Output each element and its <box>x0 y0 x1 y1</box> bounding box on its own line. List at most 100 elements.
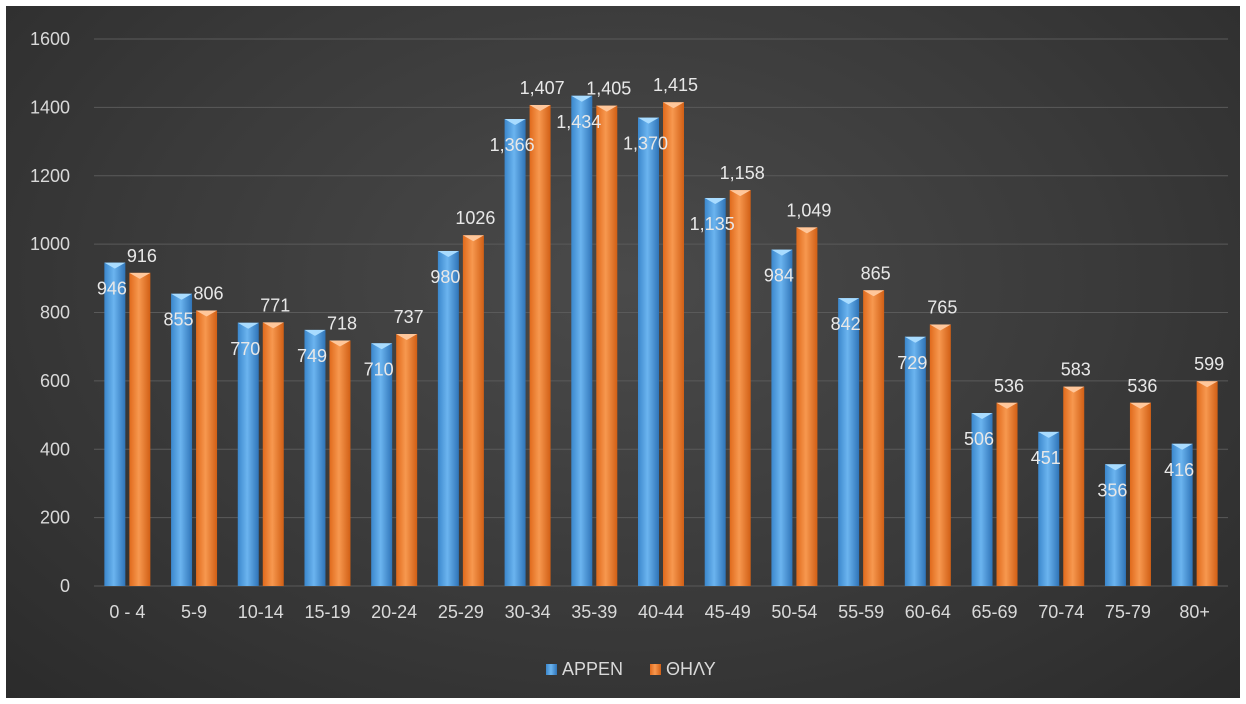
legend-label: ΘΗΛΥ <box>666 659 716 679</box>
bar-male <box>1038 431 1060 586</box>
x-tick-label: 80+ <box>1179 602 1210 622</box>
chart-area: 0 200 400 600 800 1000 1200 1400 1600 946 916 855 8… <box>6 6 1240 698</box>
x-tick-label: 35-39 <box>571 602 617 622</box>
x-tick-label: 10-14 <box>238 602 284 622</box>
data-label: 506 <box>964 429 994 449</box>
bar-female <box>329 340 351 586</box>
data-label: 1,407 <box>520 78 565 98</box>
bar-female <box>1196 381 1218 586</box>
data-label: 1,049 <box>786 200 831 220</box>
data-label: 1,158 <box>720 163 765 183</box>
bar-female <box>596 105 618 587</box>
bar-female <box>396 334 418 586</box>
x-tick-label: 30-34 <box>505 602 551 622</box>
y-tick-label: 600 <box>40 371 70 391</box>
data-label: 729 <box>897 353 927 373</box>
data-label: 855 <box>164 310 194 330</box>
bar-male <box>171 293 193 586</box>
x-tick-label: 70-74 <box>1038 602 1084 622</box>
bar-male <box>504 118 526 586</box>
data-label: 1,366 <box>490 135 535 155</box>
data-label: 451 <box>1031 448 1061 468</box>
y-tick-label: 1200 <box>30 166 70 186</box>
y-tick-label: 1400 <box>30 97 70 117</box>
y-tick-label: 200 <box>40 508 70 528</box>
data-label: 536 <box>994 376 1024 396</box>
bar-male <box>971 413 993 586</box>
x-tick-label: 45-49 <box>705 602 751 622</box>
bar-male <box>904 336 926 586</box>
data-label: 718 <box>327 314 357 334</box>
bar-female <box>529 104 551 586</box>
bar-female <box>129 272 151 586</box>
data-label: 865 <box>861 263 891 283</box>
bar-female <box>996 402 1018 586</box>
data-label: 916 <box>127 246 157 266</box>
bar-male <box>771 249 793 586</box>
data-label: 599 <box>1194 354 1224 374</box>
data-label: 770 <box>230 339 260 359</box>
x-axis: 0 - 4 5-9 10-14 15-19 20-24 25-29 30-34 35-39 40… <box>109 602 1210 622</box>
bar-female <box>663 102 684 586</box>
x-tick-label: 50-54 <box>771 602 817 622</box>
bar-male <box>571 95 593 586</box>
bar-male <box>437 250 459 586</box>
bar-male <box>304 329 326 586</box>
bars <box>104 95 1218 587</box>
data-label: 583 <box>1061 360 1091 380</box>
bar-male <box>704 197 726 587</box>
data-label: 1,405 <box>586 79 631 99</box>
legend-swatch <box>650 664 661 675</box>
bar-female <box>729 190 751 586</box>
y-tick-label: 800 <box>40 303 70 323</box>
x-tick-label: 0 - 4 <box>109 602 145 622</box>
data-label: 946 <box>97 279 127 299</box>
bar-female <box>196 310 218 586</box>
bar-male <box>838 298 860 586</box>
y-tick-label: 0 <box>60 576 70 596</box>
data-label: 771 <box>260 295 290 315</box>
data-label: 749 <box>297 346 327 366</box>
data-label: 1026 <box>455 208 495 228</box>
y-tick-label: 1000 <box>30 234 70 254</box>
x-tick-label: 60-64 <box>905 602 951 622</box>
data-label: 842 <box>831 314 861 334</box>
bar-female <box>929 324 951 586</box>
data-label: 984 <box>764 266 794 286</box>
bar-female <box>462 235 484 586</box>
legend-item: ΑΡΡΕΝ <box>546 659 623 679</box>
bar-male <box>1104 464 1126 586</box>
data-label: 1,370 <box>623 134 668 154</box>
bar-female <box>1063 386 1085 586</box>
y-tick-label: 1600 <box>30 29 70 49</box>
x-tick-label: 5-9 <box>181 602 207 622</box>
x-tick-label: 15-19 <box>304 602 350 622</box>
legend: ΑΡΡΕΝ ΘΗΛΥ <box>546 659 716 679</box>
x-tick-label: 75-79 <box>1105 602 1151 622</box>
bar-male <box>237 322 259 586</box>
bar-male <box>1171 443 1193 586</box>
bar-female <box>1129 402 1151 586</box>
data-label: 710 <box>364 359 394 379</box>
y-axis: 0 200 400 600 800 1000 1200 1400 1600 <box>30 29 70 596</box>
x-tick-label: 25-29 <box>438 602 484 622</box>
y-tick-label: 400 <box>40 439 70 459</box>
data-label: 1,135 <box>690 214 735 234</box>
legend-item: ΘΗΛΥ <box>650 659 716 679</box>
bar-male <box>104 262 126 586</box>
data-label: 356 <box>1097 480 1127 500</box>
bar-male <box>638 117 659 586</box>
x-tick-label: 40-44 <box>638 602 684 622</box>
x-tick-label: 65-69 <box>972 602 1018 622</box>
bar-female <box>863 290 885 586</box>
legend-swatch <box>546 664 557 675</box>
data-label: 536 <box>1127 376 1157 396</box>
data-label: 765 <box>927 297 957 317</box>
bar-female <box>796 227 818 587</box>
data-label: 416 <box>1164 460 1194 480</box>
data-label: 1,415 <box>653 75 698 95</box>
bar-female <box>262 322 284 586</box>
x-tick-label: 20-24 <box>371 602 417 622</box>
